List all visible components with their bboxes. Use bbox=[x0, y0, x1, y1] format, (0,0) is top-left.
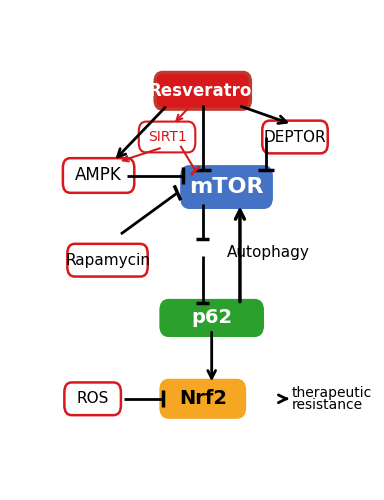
FancyBboxPatch shape bbox=[161, 380, 245, 417]
Text: therapeutic: therapeutic bbox=[292, 386, 372, 400]
Text: resistance: resistance bbox=[292, 398, 363, 411]
Text: ROS: ROS bbox=[76, 392, 109, 406]
FancyBboxPatch shape bbox=[65, 382, 121, 415]
Text: Resveratrol: Resveratrol bbox=[148, 82, 257, 100]
Text: DEPTOR: DEPTOR bbox=[264, 130, 326, 144]
Text: Rapamycin: Rapamycin bbox=[65, 252, 150, 268]
FancyBboxPatch shape bbox=[161, 300, 262, 336]
Text: mTOR: mTOR bbox=[189, 177, 264, 197]
FancyBboxPatch shape bbox=[67, 244, 148, 276]
FancyBboxPatch shape bbox=[139, 122, 195, 152]
Text: AMPK: AMPK bbox=[75, 166, 122, 184]
FancyBboxPatch shape bbox=[155, 72, 250, 109]
FancyBboxPatch shape bbox=[63, 158, 134, 193]
Text: Nrf2: Nrf2 bbox=[179, 390, 227, 408]
FancyBboxPatch shape bbox=[182, 167, 271, 207]
FancyBboxPatch shape bbox=[262, 120, 328, 154]
Text: p62: p62 bbox=[191, 308, 232, 328]
Text: Autophagy: Autophagy bbox=[227, 245, 310, 260]
Text: SIRT1: SIRT1 bbox=[148, 130, 186, 144]
